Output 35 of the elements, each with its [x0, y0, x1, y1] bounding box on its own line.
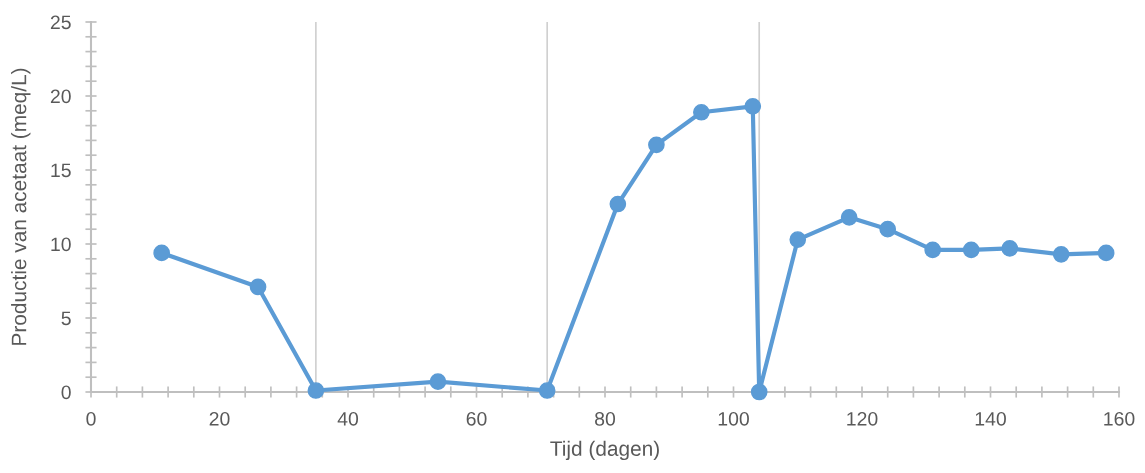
x-tick-label: 20 — [209, 411, 230, 426]
point — [962, 241, 980, 259]
y-tick-label: 25 — [50, 15, 71, 30]
y-tick-label: 20 — [50, 89, 71, 104]
x-tick-label: 60 — [466, 411, 487, 426]
point — [840, 209, 858, 226]
x-tick-label: 0 — [86, 411, 96, 426]
point — [609, 195, 627, 213]
point — [789, 231, 807, 248]
y-tick-label: 15 — [51, 163, 71, 178]
y-axis-title: Productie van acetaat (meq/L) — [11, 68, 31, 345]
point — [1097, 244, 1115, 262]
point — [538, 382, 556, 399]
point — [1001, 240, 1019, 257]
x-tick-label: 120 — [847, 411, 878, 426]
point — [924, 241, 942, 259]
y-tick-label: 5 — [61, 311, 71, 326]
x-axis-title: Tijd (dagen) — [550, 440, 659, 461]
y-tick-label: 10 — [51, 237, 71, 252]
point — [693, 103, 710, 121]
x-tick-label: 140 — [975, 411, 1006, 426]
point — [1052, 246, 1070, 263]
x-tick-label: 40 — [337, 411, 359, 426]
point — [744, 98, 762, 115]
point — [750, 383, 768, 401]
point — [429, 373, 447, 390]
x-tick-label: 160 — [1104, 411, 1135, 426]
x-tick-label: 100 — [718, 411, 749, 426]
x-tick-label: 80 — [595, 411, 616, 426]
point — [249, 278, 267, 296]
point — [153, 244, 171, 262]
point — [879, 220, 897, 238]
point — [648, 136, 665, 154]
point — [307, 382, 325, 399]
y-tick-label: 0 — [61, 385, 71, 400]
